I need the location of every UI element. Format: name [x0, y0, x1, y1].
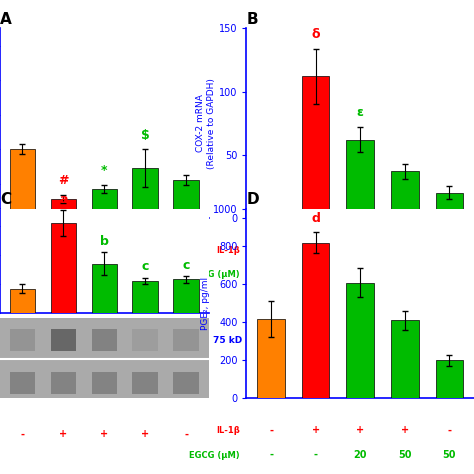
- Text: +: +: [401, 425, 409, 436]
- Text: $: $: [141, 128, 150, 142]
- Text: -: -: [62, 270, 65, 280]
- Text: 50: 50: [179, 270, 193, 280]
- Bar: [10, 289, 35, 313]
- Text: -: -: [314, 450, 318, 460]
- Text: -: -: [447, 245, 451, 255]
- Text: -: -: [269, 450, 273, 460]
- Text: d: d: [311, 212, 320, 225]
- Text: ε: ε: [357, 107, 364, 119]
- Bar: [173, 180, 199, 218]
- Text: 20: 20: [354, 450, 367, 460]
- Text: A: A: [0, 12, 12, 27]
- Bar: [133, 168, 158, 218]
- Bar: [133, 372, 158, 394]
- Text: c: c: [141, 260, 149, 273]
- Text: EGCG (μM): EGCG (μM): [189, 271, 240, 279]
- Bar: [10, 372, 35, 394]
- Bar: [391, 320, 419, 398]
- Text: -: -: [269, 425, 273, 436]
- Text: a: a: [59, 193, 68, 206]
- Text: +: +: [100, 245, 109, 255]
- Text: 20: 20: [98, 270, 111, 280]
- Text: c: c: [182, 259, 190, 272]
- Text: -: -: [184, 245, 188, 255]
- Bar: [91, 264, 117, 313]
- Text: +: +: [311, 425, 319, 436]
- Text: +: +: [59, 429, 67, 439]
- Bar: [91, 329, 117, 351]
- Bar: [91, 372, 117, 394]
- Bar: [173, 329, 199, 351]
- Text: +: +: [59, 245, 67, 255]
- Text: 50: 50: [398, 450, 411, 460]
- Bar: [436, 360, 463, 398]
- Text: -: -: [20, 429, 25, 439]
- Bar: [51, 329, 76, 351]
- Text: b: b: [100, 235, 109, 248]
- Bar: [51, 223, 76, 313]
- Y-axis label: PGE₂, pg/ml: PGE₂, pg/ml: [201, 277, 210, 330]
- Text: -: -: [314, 270, 318, 280]
- Bar: [257, 214, 285, 218]
- Text: -: -: [447, 425, 451, 436]
- Text: δ: δ: [311, 28, 320, 41]
- Text: -: -: [269, 245, 273, 255]
- Bar: [51, 372, 76, 394]
- Text: *: *: [101, 164, 108, 177]
- Text: +: +: [100, 429, 109, 439]
- Text: -: -: [184, 429, 188, 439]
- Text: #: #: [58, 174, 69, 187]
- Text: +: +: [356, 425, 365, 436]
- Text: +: +: [141, 245, 149, 255]
- Text: 20: 20: [354, 270, 367, 280]
- Bar: [133, 281, 158, 313]
- Bar: [173, 372, 199, 394]
- Bar: [91, 189, 117, 218]
- Text: -: -: [269, 270, 273, 280]
- Bar: [436, 193, 463, 218]
- Text: B: B: [246, 12, 258, 27]
- Bar: [257, 319, 285, 398]
- Text: EGCG (μM): EGCG (μM): [189, 451, 240, 459]
- Text: +: +: [141, 429, 149, 439]
- Bar: [302, 76, 329, 218]
- Bar: [302, 243, 329, 398]
- Text: D: D: [246, 192, 259, 208]
- Text: 75 kD: 75 kD: [213, 336, 242, 345]
- Bar: [391, 171, 419, 218]
- Bar: [51, 199, 76, 218]
- Text: -: -: [20, 245, 25, 255]
- Text: +: +: [356, 245, 365, 255]
- Text: +: +: [401, 245, 409, 255]
- Text: IL-1β: IL-1β: [216, 246, 240, 255]
- Text: -: -: [20, 270, 25, 280]
- Text: 50: 50: [443, 450, 456, 460]
- Bar: [173, 279, 199, 313]
- Text: IL-1β: IL-1β: [216, 426, 240, 435]
- Text: 50: 50: [443, 270, 456, 280]
- Text: C: C: [0, 192, 11, 208]
- Bar: [346, 283, 374, 398]
- Bar: [133, 329, 158, 351]
- Bar: [10, 149, 35, 218]
- Y-axis label: COX-2 mRNA
(Relative to GAPDH): COX-2 mRNA (Relative to GAPDH): [196, 78, 216, 169]
- Text: +: +: [311, 245, 319, 255]
- Text: 50: 50: [138, 270, 152, 280]
- Bar: [346, 140, 374, 218]
- Text: 50: 50: [398, 270, 411, 280]
- Bar: [10, 329, 35, 351]
